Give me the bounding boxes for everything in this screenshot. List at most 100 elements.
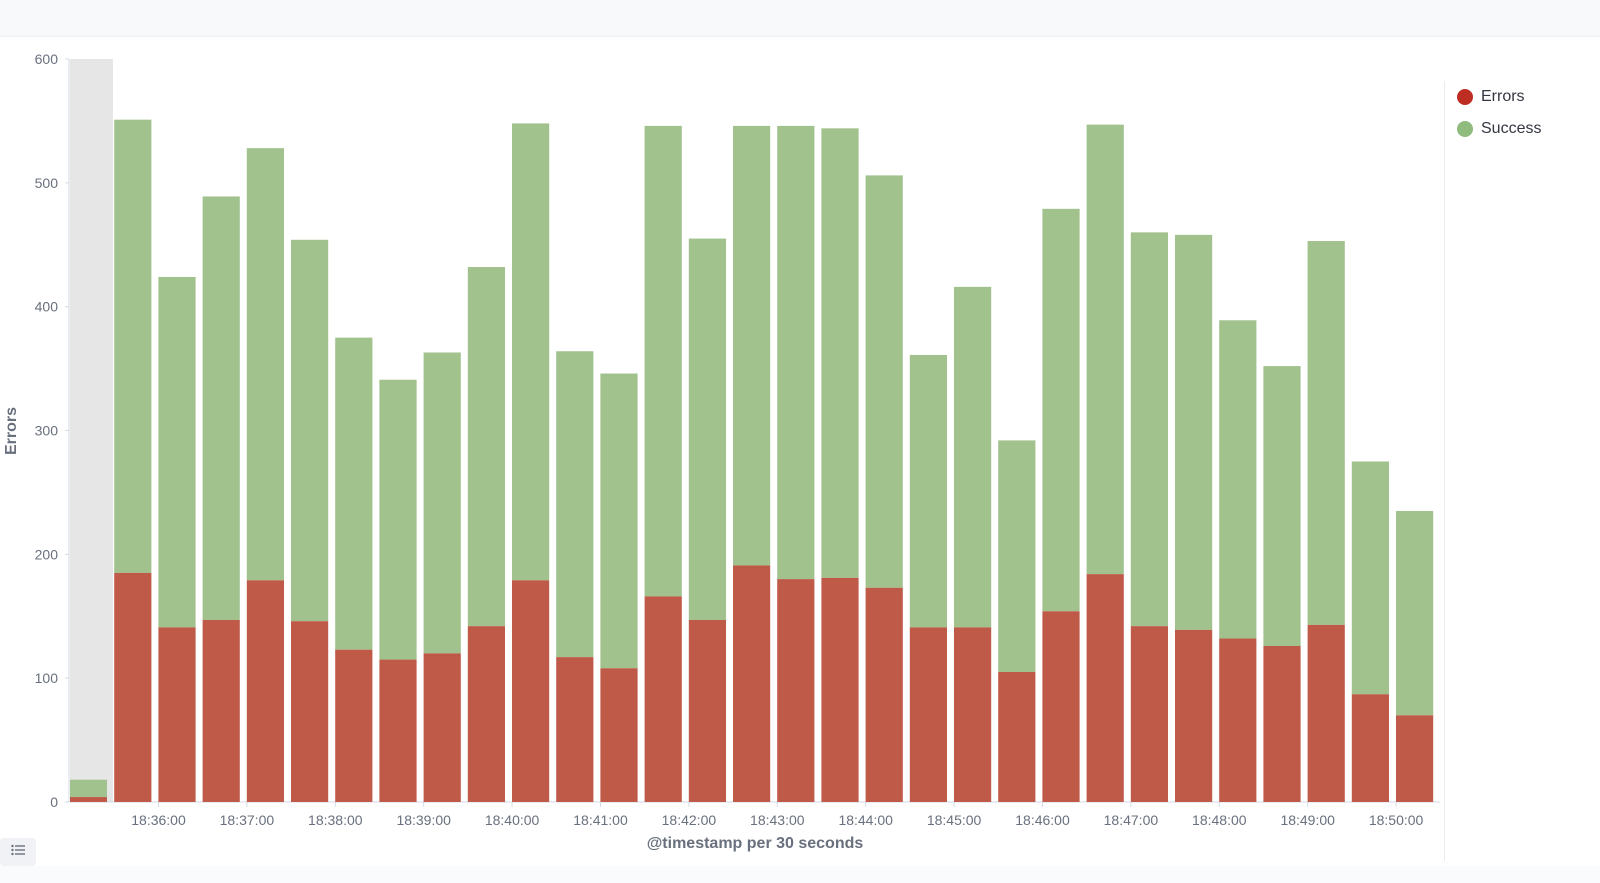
x-tick-label: 18:44:00	[838, 812, 893, 828]
bar-errors[interactable]	[158, 627, 196, 802]
legend-item-errors[interactable]: Errors	[1445, 81, 1600, 113]
bar-success[interactable]	[1086, 124, 1124, 575]
x-tick-label: 18:38:00	[308, 812, 363, 828]
bar-errors[interactable]	[423, 653, 461, 802]
x-tick-label: 18:47:00	[1104, 812, 1159, 828]
x-tick-label: 18:42:00	[662, 812, 717, 828]
bar-success[interactable]	[1042, 208, 1080, 612]
bar-errors[interactable]	[1396, 715, 1434, 802]
bar-errors[interactable]	[1042, 611, 1080, 802]
x-tick-label: 18:36:00	[131, 812, 186, 828]
bar-errors[interactable]	[1130, 626, 1168, 802]
bar-errors[interactable]	[1219, 638, 1257, 802]
bar-errors[interactable]	[954, 627, 992, 802]
bar-success[interactable]	[423, 352, 461, 654]
bar-success[interactable]	[158, 276, 196, 628]
bar-errors[interactable]	[1175, 629, 1213, 802]
x-tick-label: 18:46:00	[1015, 812, 1070, 828]
bar-errors[interactable]	[1086, 574, 1124, 802]
y-tick-label: 400	[35, 299, 59, 315]
x-tick-label: 18:49:00	[1280, 812, 1335, 828]
x-tick-label: 18:37:00	[220, 812, 275, 828]
bar-success[interactable]	[291, 239, 329, 622]
y-tick-label: 200	[35, 546, 59, 562]
success-legend-dot	[1457, 121, 1473, 137]
bar-errors[interactable]	[512, 580, 550, 802]
bar-success[interactable]	[246, 148, 284, 581]
y-tick-label: 0	[50, 794, 58, 810]
bar-success[interactable]	[202, 196, 240, 620]
bar-success[interactable]	[1175, 234, 1213, 630]
y-axis-title: Errors	[3, 407, 20, 455]
y-tick-label: 100	[35, 670, 59, 686]
bar-success[interactable]	[954, 286, 992, 628]
y-tick-label: 600	[35, 51, 59, 67]
bar-success[interactable]	[777, 125, 815, 580]
bar-success[interactable]	[821, 128, 859, 578]
bar-errors[interactable]	[335, 649, 373, 802]
bar-errors[interactable]	[556, 657, 594, 802]
bar-success[interactable]	[1351, 461, 1389, 695]
bar-success[interactable]	[644, 125, 682, 597]
bar-errors[interactable]	[467, 626, 505, 802]
x-tick-label: 18:40:00	[485, 812, 540, 828]
x-tick-label: 18:45:00	[927, 812, 982, 828]
bar-success[interactable]	[114, 119, 152, 573]
bar-success[interactable]	[909, 354, 947, 628]
x-tick-label: 18:50:00	[1369, 812, 1424, 828]
bar-success[interactable]	[70, 779, 107, 798]
bar-success[interactable]	[1263, 366, 1301, 646]
bar-errors[interactable]	[1351, 694, 1389, 802]
bar-success[interactable]	[512, 123, 550, 581]
bar-errors[interactable]	[688, 619, 726, 802]
bar-errors[interactable]	[733, 565, 771, 802]
bar-success[interactable]	[556, 351, 594, 658]
bar-success[interactable]	[1396, 510, 1434, 716]
bar-errors[interactable]	[909, 627, 947, 802]
bar-errors[interactable]	[202, 619, 240, 802]
bar-errors[interactable]	[644, 596, 682, 802]
x-tick-label: 18:39:00	[396, 812, 451, 828]
list-icon	[11, 843, 25, 861]
bar-success[interactable]	[1130, 232, 1168, 627]
y-tick-label: 500	[35, 175, 59, 191]
bottom-strip	[0, 866, 1600, 883]
bar-success[interactable]	[467, 267, 505, 627]
legend-label: Success	[1481, 120, 1542, 137]
bar-success[interactable]	[688, 238, 726, 620]
x-tick-label: 18:48:00	[1192, 812, 1247, 828]
legend: Errors Success	[1444, 81, 1600, 861]
toggle-legend-button[interactable]	[0, 838, 36, 866]
partial-bucket-shade	[70, 59, 113, 802]
x-axis-title: @timestamp per 30 seconds	[647, 835, 864, 852]
bar-errors[interactable]	[865, 587, 903, 802]
bar-errors[interactable]	[291, 621, 329, 802]
bar-success[interactable]	[733, 125, 771, 566]
bar-errors[interactable]	[379, 659, 417, 802]
bar-errors[interactable]	[1263, 645, 1301, 802]
bar-errors[interactable]	[998, 671, 1036, 802]
bar-success[interactable]	[379, 379, 417, 660]
legend-item-success[interactable]: Success	[1445, 113, 1600, 145]
bar-success[interactable]	[1219, 320, 1257, 639]
bar-errors[interactable]	[246, 580, 284, 802]
errors-legend-dot	[1457, 89, 1473, 105]
bar-success[interactable]	[335, 337, 373, 650]
bar-success[interactable]	[1307, 241, 1345, 625]
top-bar	[0, 0, 1600, 37]
chart-area: 0 100 200 300 400 500 600 Errors 18:36:00 18:37:0…	[0, 36, 1600, 883]
bar-errors[interactable]	[114, 572, 152, 802]
bar-errors[interactable]	[777, 579, 815, 802]
stacked-bar-chart: 0 100 200 300 400 500 600 Errors 18:36:00 18:37:0…	[3, 51, 1440, 852]
x-tick-label: 18:41:00	[573, 812, 628, 828]
bar-errors[interactable]	[600, 668, 638, 802]
y-tick-label: 300	[35, 423, 59, 439]
bar-success[interactable]	[998, 440, 1036, 672]
bar-success[interactable]	[865, 175, 903, 588]
legend-label: Errors	[1481, 88, 1525, 105]
bar-errors[interactable]	[70, 797, 107, 802]
x-tick-label: 18:43:00	[750, 812, 805, 828]
bar-errors[interactable]	[1307, 624, 1345, 802]
bar-success[interactable]	[600, 373, 638, 669]
bar-errors[interactable]	[821, 577, 859, 802]
